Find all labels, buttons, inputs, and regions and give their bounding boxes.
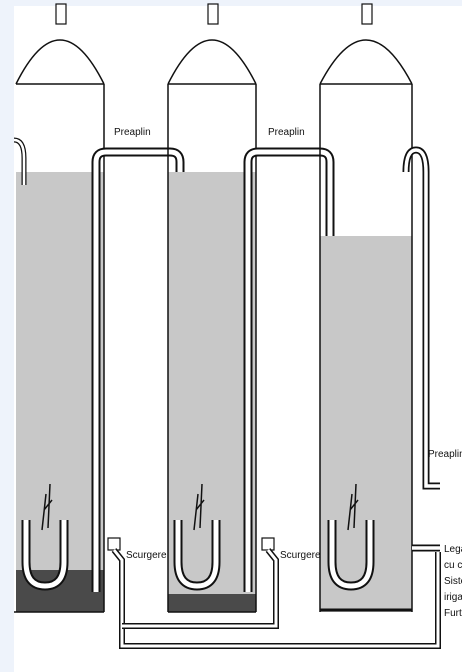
collector-pipe-inner bbox=[112, 549, 440, 648]
barrel-2-sediment bbox=[168, 594, 256, 612]
frame-left bbox=[0, 0, 14, 672]
connection-label-line-3: Sistem bbox=[444, 576, 462, 587]
collector-branch-inner bbox=[122, 549, 278, 628]
barrel-1-bubbles bbox=[41, 483, 53, 531]
drain-fitting-2 bbox=[261, 537, 275, 551]
barrel-2 bbox=[167, 3, 335, 613]
overflow-label-3: Preaplin bbox=[428, 449, 462, 460]
barrel-2-pipe-inner bbox=[245, 149, 333, 600]
barrel-3-lid-fitting bbox=[361, 3, 373, 25]
overflow-label-1: Preaplin bbox=[114, 127, 151, 138]
drain-label-2: Scurgere bbox=[280, 550, 321, 561]
drain-fitting-1 bbox=[107, 537, 121, 551]
overflow-label-2: Preaplin bbox=[268, 127, 305, 138]
connection-label-line-1: Legatu bbox=[444, 544, 462, 555]
barrel-2-bubbles bbox=[193, 483, 205, 531]
barrel-2-pipe bbox=[243, 147, 335, 600]
barrel-2-siphon-inner bbox=[175, 520, 219, 589]
connection-label-line-2: cu con bbox=[444, 560, 462, 571]
connection-label-line-4: irigat / bbox=[444, 592, 462, 603]
barrel-1-inlet-hook-inner bbox=[13, 138, 26, 185]
barrel-1-lid bbox=[15, 39, 105, 85]
frame-top bbox=[0, 0, 462, 6]
drain-label-1: Scurgere bbox=[126, 550, 167, 561]
barrel-3-lid bbox=[319, 39, 413, 85]
barrel-3 bbox=[319, 3, 440, 612]
barrel-2-lid bbox=[167, 39, 257, 85]
barrel-1-siphon-inner bbox=[23, 520, 67, 589]
barrel-1-lid-fitting bbox=[55, 3, 67, 25]
connection-label-line-5: Furtun bbox=[444, 608, 462, 619]
barrel-2-lid-fitting bbox=[207, 3, 219, 25]
barrel-3-bubbles bbox=[347, 483, 359, 531]
barrel-1-pipe-inner bbox=[93, 149, 183, 600]
barrel-3-overflow-pipe-inner bbox=[404, 148, 440, 488]
barrel-1 bbox=[13, 3, 185, 613]
barrel-3-siphon-inner bbox=[329, 520, 373, 589]
